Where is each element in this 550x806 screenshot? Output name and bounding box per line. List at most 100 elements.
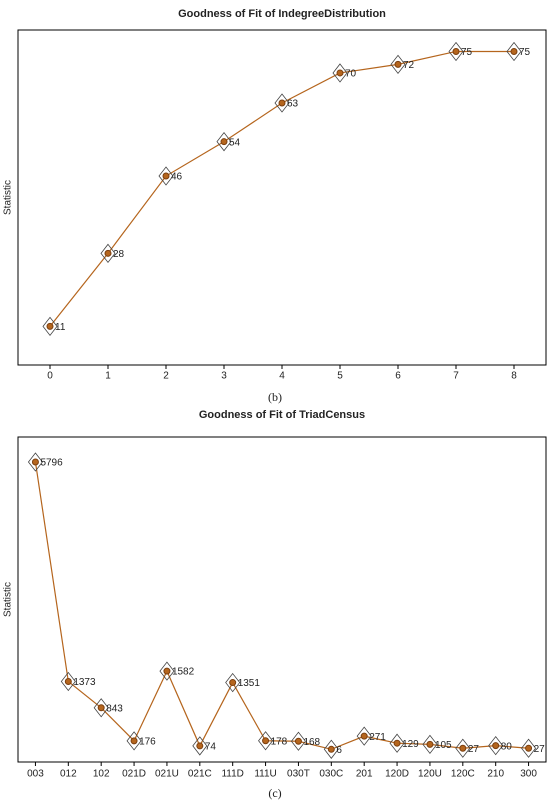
point	[525, 744, 533, 752]
sim-diamond	[521, 738, 537, 758]
point	[162, 172, 170, 180]
value-label: 28	[113, 249, 125, 260]
sim-diamond	[192, 736, 208, 756]
point	[336, 69, 344, 77]
y-axis-label: Statistic	[3, 180, 14, 215]
x-tick-label: 3	[221, 371, 227, 382]
x-tick-label: 0	[47, 371, 53, 382]
value-label: 843	[106, 703, 123, 714]
chart-title: Goodness of Fit of TriadCensus	[199, 409, 365, 421]
caption: (c)	[268, 786, 281, 800]
x-tick-label: 120D	[385, 769, 409, 780]
sim-diamond	[290, 731, 306, 751]
point	[220, 138, 228, 146]
sim-diamond	[93, 698, 109, 718]
x-tick-label: 6	[395, 371, 401, 382]
x-tick-label: 5	[337, 371, 343, 382]
x-tick-label: 201	[356, 769, 373, 780]
point	[294, 737, 302, 745]
x-tick-label: 111U	[254, 769, 276, 780]
point	[278, 99, 286, 107]
sim-diamond	[258, 731, 274, 751]
value-label: 1582	[172, 667, 195, 678]
sim-diamond	[422, 734, 438, 755]
sim-diamond	[274, 93, 290, 113]
x-tick-label: 030C	[319, 769, 343, 780]
value-label: 178	[271, 736, 288, 747]
point	[130, 737, 138, 745]
y-axis-label: Statistic	[3, 582, 14, 617]
point	[163, 667, 171, 675]
chart-title: Goodness of Fit of IndegreeDistribution	[178, 8, 386, 20]
value-label: 80	[501, 741, 513, 752]
series-line	[49, 50, 514, 327]
point	[229, 679, 237, 687]
sim-diamond	[506, 41, 522, 62]
sim-diamond	[225, 672, 241, 693]
sim-diamond	[42, 316, 58, 336]
value-label: 168	[303, 737, 320, 748]
x-tick-label: 021C	[188, 769, 212, 780]
x-tick-label: 300	[520, 769, 537, 780]
point	[394, 60, 402, 68]
plot-frame	[17, 436, 547, 763]
point	[64, 677, 72, 685]
value-label: 74	[205, 742, 217, 753]
value-label: 27	[534, 744, 546, 755]
sim-diamond	[390, 54, 406, 75]
value-label: 105	[435, 740, 452, 751]
point	[97, 704, 105, 712]
point	[393, 739, 401, 747]
value-label: 11	[55, 322, 66, 333]
sim-diamond	[332, 63, 348, 83]
value-label: 75	[461, 47, 473, 58]
sim-diamond	[455, 738, 471, 758]
sim-diamond	[448, 41, 464, 62]
point	[492, 742, 500, 750]
x-tick-label: 021D	[122, 769, 146, 780]
x-tick-label: 003	[27, 769, 44, 780]
x-tick-label: 8	[511, 371, 517, 382]
sim-diamond	[126, 731, 142, 751]
x-tick-label: 1	[105, 371, 111, 382]
point	[196, 742, 204, 750]
x-tick-label: 7	[453, 371, 459, 382]
x-tick-label: 111D	[221, 769, 243, 780]
point	[46, 322, 54, 330]
value-label: 27	[468, 744, 480, 755]
x-tick-label: 030T	[287, 769, 310, 780]
value-label: 72	[403, 60, 415, 71]
point	[510, 47, 518, 55]
value-label: 129	[402, 739, 419, 750]
value-label: 6	[336, 745, 342, 756]
x-tick-label: 012	[60, 769, 77, 780]
x-tick-label: 021U	[155, 769, 179, 780]
value-label: 54	[229, 137, 241, 148]
sim-diamond	[27, 452, 43, 472]
plot-frame	[17, 29, 547, 366]
value-label: 1351	[238, 678, 261, 689]
sim-diamond	[356, 726, 372, 746]
x-tick-label: 102	[93, 769, 110, 780]
point	[360, 732, 368, 740]
value-label: 1373	[73, 677, 96, 688]
sim-diamond	[216, 132, 232, 152]
sim-diamond	[323, 739, 339, 759]
point	[262, 737, 270, 745]
value-label: 63	[287, 99, 299, 110]
sim-diamond	[158, 166, 174, 186]
point	[459, 744, 467, 752]
sim-diamond	[488, 735, 504, 756]
x-tick-label: 120C	[451, 769, 475, 780]
x-tick-label: 2	[163, 371, 169, 382]
value-label: 5796	[40, 458, 63, 469]
value-label: 271	[369, 732, 386, 743]
sim-diamond	[100, 243, 116, 263]
series-line	[34, 461, 529, 750]
x-tick-label: 210	[487, 769, 504, 780]
value-label: 46	[171, 172, 183, 183]
point	[327, 745, 335, 753]
x-tick-label: 4	[279, 371, 285, 382]
x-tick-label: 120U	[418, 769, 442, 780]
point	[31, 458, 39, 466]
